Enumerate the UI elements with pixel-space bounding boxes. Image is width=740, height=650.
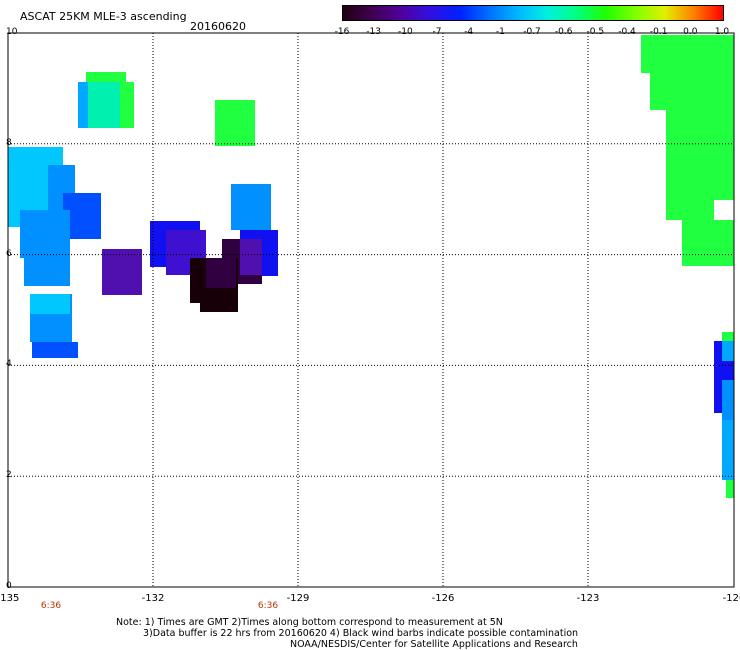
wind-cell — [666, 200, 714, 220]
wind-cell — [722, 332, 734, 342]
y-tick-label: 0 — [6, 581, 12, 591]
y-tick-label: 10 — [6, 27, 18, 37]
wind-cell — [240, 239, 262, 275]
wind-cell — [231, 184, 271, 230]
time-label-1: 6:36 — [40, 601, 62, 611]
colorbar — [342, 5, 724, 21]
x-tick-label: -135 — [0, 593, 20, 604]
wind-cell — [726, 480, 734, 498]
x-tick-label: -120 — [722, 593, 740, 604]
colorbar-label: -4 — [464, 27, 474, 37]
colorbar-label: 0.0 — [683, 27, 698, 37]
y-tick-label: 2 — [6, 470, 12, 481]
colorbar-label: -7 — [432, 27, 442, 37]
wind-cell — [78, 82, 88, 128]
wind-cell — [32, 342, 78, 358]
wind-cell — [24, 258, 70, 286]
wind-cell — [682, 220, 734, 266]
product-date: 20160620 — [190, 20, 246, 33]
y-tick-label: 4 — [6, 359, 12, 370]
note-line-3: NOAA/NESDIS/Center for Satellite Applica… — [290, 639, 578, 650]
wind-cell — [641, 35, 734, 73]
wind-cell — [722, 341, 734, 361]
colorbar-label: -0.1 — [649, 27, 668, 37]
wind-cells — [8, 35, 734, 498]
y-tick-label: 8 — [6, 137, 12, 148]
x-tick-label: -132 — [141, 593, 165, 604]
wind-cell — [666, 110, 734, 200]
product-title: ASCAT 25KM MLE-3 ascending — [20, 10, 187, 23]
colorbar-label: -16 — [334, 27, 350, 37]
colorbar-label: -0.7 — [523, 27, 541, 37]
note-line-2: 3)Data buffer is 22 hrs from 20160620 4)… — [143, 628, 579, 639]
colorbar-label: -13 — [366, 27, 382, 37]
colorbar-label: -1 — [495, 27, 505, 37]
colorbar-label: -10 — [397, 27, 413, 37]
wind-cell — [722, 380, 734, 420]
wind-cell — [88, 82, 120, 128]
wind-cell — [722, 420, 734, 480]
colorbar-label: 1.0 — [714, 27, 730, 37]
wind-cell — [86, 72, 126, 82]
note-line-1: Note: 1) Times are GMT 2)Times along bot… — [116, 617, 503, 628]
colorbar-label: -0.4 — [618, 27, 636, 37]
wind-cell — [30, 294, 70, 314]
colorbar-label: -0.6 — [554, 27, 573, 37]
wind-cell — [20, 210, 70, 258]
wind-cell — [206, 258, 236, 288]
time-label-2: 6:36 — [257, 601, 279, 611]
y-tick-label: 6 — [6, 248, 12, 259]
x-tick-label: -126 — [431, 593, 455, 604]
x-tick-label: -129 — [286, 593, 310, 604]
wind-cell — [215, 100, 255, 146]
colorbar-label: -0.5 — [586, 27, 605, 37]
x-tick-label: -123 — [576, 593, 600, 604]
grid-lines — [8, 33, 734, 587]
wind-cell — [8, 147, 48, 202]
map-frame — [7, 32, 735, 588]
wind-cell — [102, 249, 142, 295]
